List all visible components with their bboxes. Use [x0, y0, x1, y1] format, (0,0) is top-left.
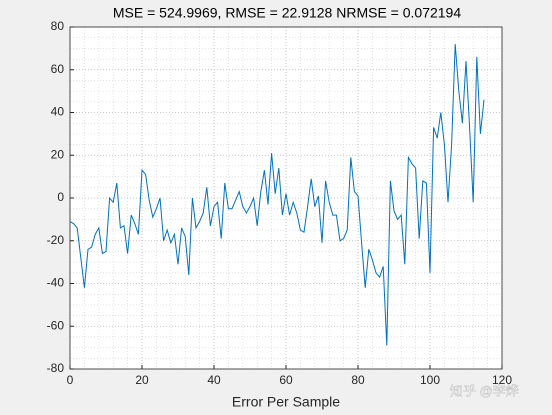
x-tick-label: 0 [67, 373, 74, 387]
y-tick-label: 60 [51, 62, 65, 76]
y-tick-label: -80 [47, 361, 65, 375]
chart-title: MSE = 524.9969, RMSE = 22.9128 NRMSE = 0… [113, 5, 461, 21]
y-tick-label: 20 [51, 147, 65, 161]
data-line [69, 44, 485, 346]
x-tick-label: 100 [420, 373, 440, 387]
y-tick-label: 0 [57, 190, 64, 204]
watermark: 知乎 @李烨 [450, 383, 519, 398]
x-tick-label: 120 [492, 373, 512, 387]
axes-box [69, 26, 503, 370]
y-tick-label: -20 [47, 233, 65, 247]
x-axis-label: Error Per Sample [232, 394, 340, 410]
y-tick-label: 40 [51, 105, 65, 119]
y-tick-label: -40 [47, 276, 65, 290]
y-tick-label: 80 [51, 19, 65, 33]
y-tick-label: -60 [47, 318, 65, 332]
x-tick-label: 80 [351, 373, 365, 387]
x-tick-label: 40 [207, 373, 221, 387]
x-tick-label: 60 [279, 373, 293, 387]
x-tick-label: 20 [135, 373, 149, 387]
